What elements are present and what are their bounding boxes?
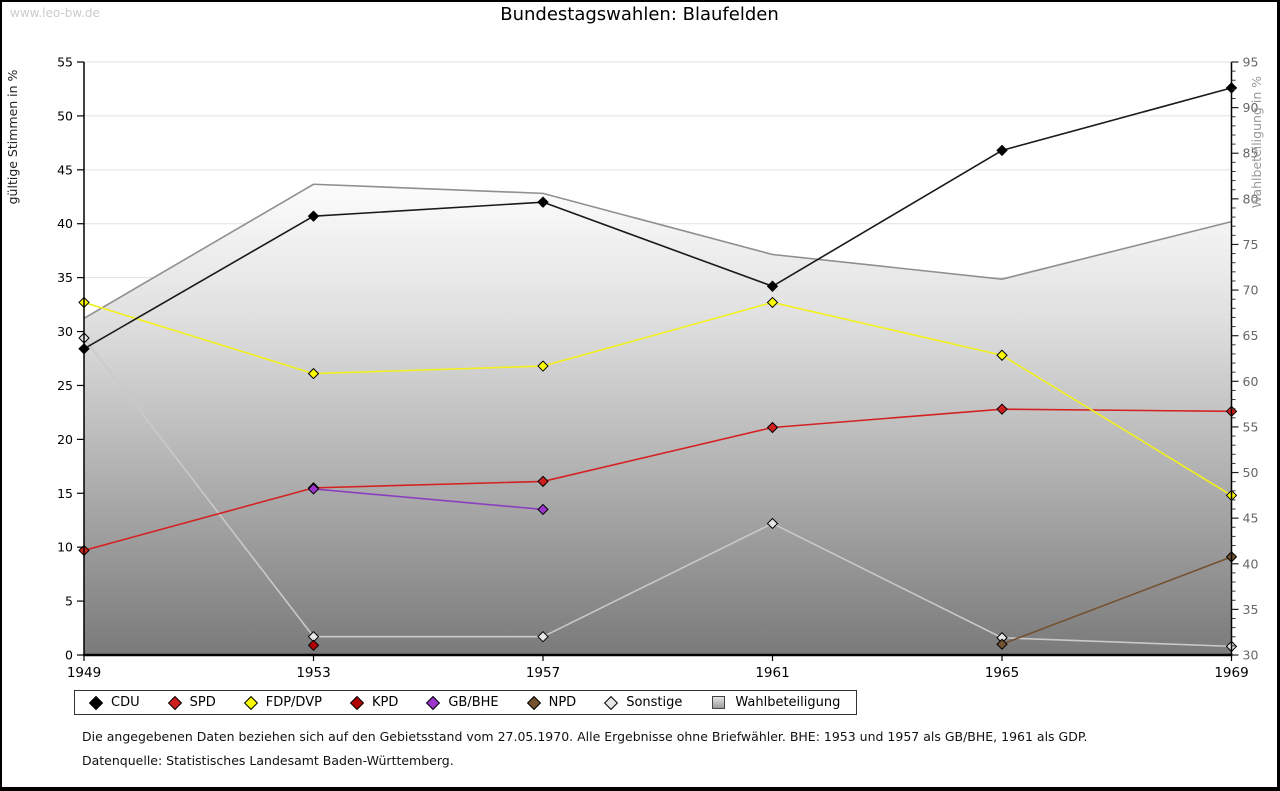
legend-item-npd: NPD — [526, 695, 577, 710]
series-marker-sonstige — [766, 517, 779, 530]
watermark: www.leo-bw.de — [10, 6, 100, 20]
legend-item-fdp-dvp: FDP/DVP — [243, 695, 322, 710]
footnote-line2: Datenquelle: Statistisches Landesamt Bad… — [82, 753, 454, 768]
legend-label: CDU — [111, 695, 140, 710]
series-line-fdp-dvp — [83, 301, 1232, 497]
series-marker-cdu — [766, 280, 779, 292]
x-axis-tick-label: 1965 — [985, 665, 1019, 681]
left-axis-tick-label: 40 — [57, 216, 73, 231]
series-marker-spd — [537, 475, 549, 488]
right-axis-tick-label: 60 — [1243, 374, 1259, 389]
right-axis-tick-label: 35 — [1243, 602, 1259, 617]
left-axis-tick-label: 15 — [57, 486, 73, 501]
x-axis-tick-label: 1953 — [296, 665, 330, 681]
series-marker-kpd — [307, 639, 320, 652]
legend-diamond-marker — [604, 695, 619, 710]
right-axis-tick-label: 85 — [1243, 146, 1259, 161]
legend-item-spd: SPD — [167, 695, 216, 710]
series-line-gb-bhe — [313, 488, 544, 511]
series-marker-fdp-dvp — [766, 296, 779, 309]
left-axis-tick-label: 55 — [57, 55, 73, 70]
series-fdp-dvp — [78, 296, 1238, 502]
legend-diamond-marker — [167, 695, 182, 710]
legend-label: FDP/DVP — [265, 695, 322, 710]
legend-diamond-marker — [526, 695, 541, 710]
series-line-npd — [1001, 556, 1232, 645]
series-marker-gb-bhe — [537, 503, 549, 516]
legend-item-sonstige: Sonstige — [604, 695, 683, 710]
wahlbeteiligung-line — [83, 183, 1232, 320]
series-marker-fdp-dvp — [996, 349, 1008, 361]
series-marker-npd — [996, 638, 1008, 650]
series-marker-cdu — [537, 196, 549, 208]
right-axis-tick-label: 95 — [1243, 55, 1259, 70]
right-axis-tick-label: 80 — [1243, 191, 1259, 206]
left-axis-tick-label: 0 — [65, 648, 73, 663]
right-axis-tick-label: 75 — [1243, 237, 1259, 252]
series-marker-gb-bhe — [307, 483, 320, 495]
wahlbeteiligung-area — [84, 184, 1232, 655]
right-axis-title: Wahlbeteiligung in % — [1249, 76, 1264, 208]
legend-label: GB/BHE — [448, 695, 499, 710]
right-axis-tick-label: 65 — [1243, 328, 1259, 343]
series-gb-bhe — [307, 483, 549, 516]
series-marker-spd — [996, 403, 1008, 415]
left-axis-tick-label: 50 — [57, 108, 73, 123]
series-marker-spd — [766, 421, 779, 434]
legend-label: SPD — [189, 695, 216, 710]
left-axis-tick-label: 5 — [65, 594, 73, 609]
legend-diamond-marker — [88, 695, 104, 710]
left-axis-tick-label: 45 — [57, 162, 73, 177]
x-axis-tick-label: 1957 — [526, 665, 560, 681]
series-wahlbeteiligung — [83, 183, 1232, 655]
legend-item-wahlbeteiligung: Wahlbeteiligung — [712, 695, 840, 710]
x-axis-tick-label: 1961 — [755, 665, 789, 681]
right-axis-tick-label: 50 — [1243, 465, 1259, 480]
left-axis-tick-label: 30 — [57, 324, 73, 339]
x-axis-tick-label: 1949 — [67, 665, 101, 681]
series-line-spd — [83, 408, 1232, 552]
right-axis-tick-label: 30 — [1243, 648, 1259, 663]
series-marker-sonstige — [537, 630, 549, 643]
legend-item-gb-bhe: GB/BHE — [426, 695, 499, 710]
series-marker-fdp-dvp — [537, 360, 549, 372]
right-axis-tick-label: 90 — [1243, 100, 1259, 115]
right-axis-tick-label: 40 — [1243, 556, 1259, 571]
right-axis-tick-label: 55 — [1243, 419, 1259, 434]
legend-square-marker — [712, 696, 726, 709]
series-marker-cdu — [307, 210, 320, 222]
legend-label: Wahlbeteiligung — [735, 695, 841, 710]
left-axis-tick-label: 20 — [57, 432, 73, 447]
legend-item-cdu: CDU — [88, 695, 140, 710]
legend-label: Sonstige — [626, 695, 683, 710]
series-marker-fdp-dvp — [307, 367, 320, 380]
legend-diamond-marker — [243, 695, 258, 710]
x-axis-tick-label: 1969 — [1214, 665, 1248, 681]
legend-label: NPD — [548, 695, 577, 710]
left-axis-tick-label: 10 — [57, 540, 73, 555]
chart-legend: CDU SPD FDP/DVP KPD GB/BHE NPD Sonstige Wahlbet… — [74, 690, 858, 715]
legend-label: KPD — [371, 695, 399, 710]
series-line-sonstige — [83, 337, 1232, 648]
left-axis-title: gültige Stimmen in % — [5, 69, 20, 204]
series-kpd — [307, 639, 320, 652]
series-line-cdu — [83, 87, 1232, 350]
right-axis-tick-label: 45 — [1243, 511, 1259, 526]
page-title: Bundestagswahlen: Blaufelden — [500, 4, 779, 25]
left-axis-tick-label: 25 — [57, 378, 73, 393]
left-axis-tick-label: 35 — [57, 270, 73, 285]
series-marker-cdu — [996, 144, 1008, 157]
legend-diamond-marker — [426, 695, 441, 710]
right-axis-tick-label: 70 — [1243, 283, 1259, 298]
legend-diamond-marker — [349, 695, 365, 710]
footnote-line1: Die angegebenen Daten beziehen sich auf … — [82, 729, 1088, 744]
legend-item-kpd: KPD — [349, 695, 399, 710]
